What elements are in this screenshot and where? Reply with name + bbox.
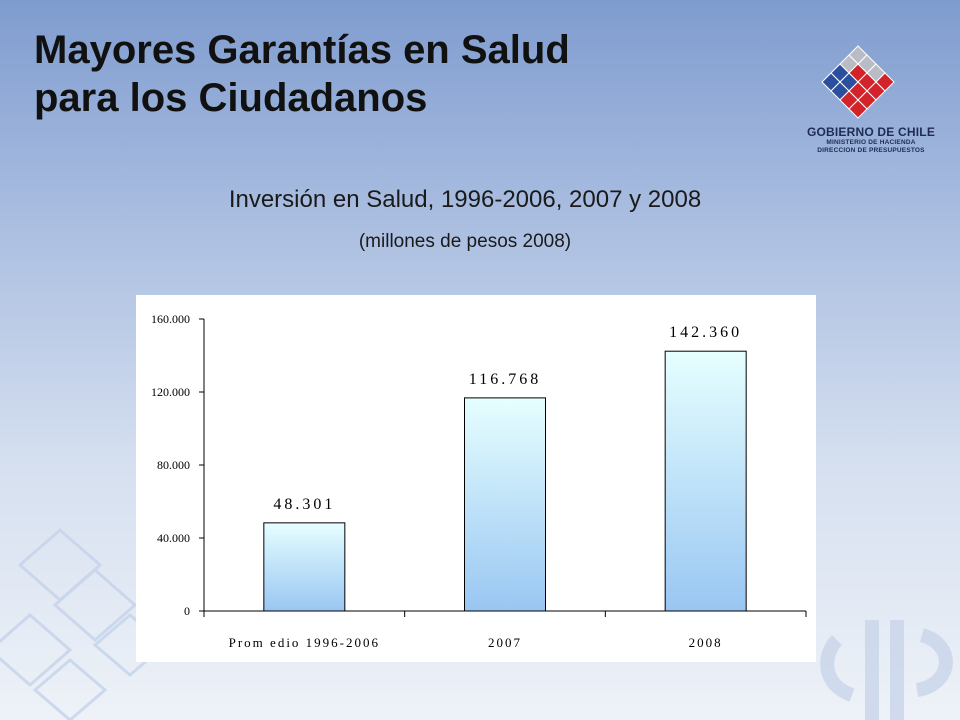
y-tick-label: 80.000 xyxy=(157,458,190,472)
chart-title: Inversión en Salud, 1996-2006, 2007 y 20… xyxy=(228,186,702,213)
slide-title-line2: para los Ciudadanos xyxy=(34,76,428,120)
bar-value-label: 48.301 xyxy=(273,496,335,513)
logo-line2: MINISTERIO DE HACIENDA xyxy=(826,139,916,146)
logo-diamond xyxy=(848,99,868,119)
logo-line3: DIRECCION DE PRESUPUESTOS xyxy=(817,147,925,154)
bar xyxy=(263,522,346,612)
gobierno-de-chile-logo xyxy=(821,45,895,119)
category-label: Prom edio 1996-2006 xyxy=(229,635,380,650)
slide-title-line1: Mayores Garantías en Salud xyxy=(34,28,570,72)
bar-chart: 0 40.000 80.000 120.000 160.000 48.301 Prom ed… xyxy=(151,312,807,650)
chart-panel: 0 40.000 80.000 120.000 160.000 48.301 Prom ed… xyxy=(136,295,816,662)
category-label: 2008 xyxy=(689,635,723,650)
logo-caption: GOBIERNO DE CHILE MINISTERIO DE HACIENDA… xyxy=(806,125,936,155)
y-tick-label: 160.000 xyxy=(151,312,190,326)
background-dipres-mark xyxy=(820,620,953,720)
bar xyxy=(464,397,546,612)
category-label: 2007 xyxy=(488,635,522,650)
logo-line1: GOBIERNO DE CHILE xyxy=(806,125,936,139)
bar-value-label: 142.360 xyxy=(669,324,742,341)
y-tick-label: 40.000 xyxy=(157,531,190,545)
y-tick-label: 120.000 xyxy=(151,385,190,399)
y-tick-label: 0 xyxy=(184,604,190,618)
slide-title: Mayores Garantías en Salud para los Ciud… xyxy=(34,26,570,122)
bar-value-label: 116.768 xyxy=(469,371,541,388)
chart-unit-subtitle: (millones de pesos 2008) xyxy=(358,231,572,252)
bar xyxy=(664,350,747,612)
